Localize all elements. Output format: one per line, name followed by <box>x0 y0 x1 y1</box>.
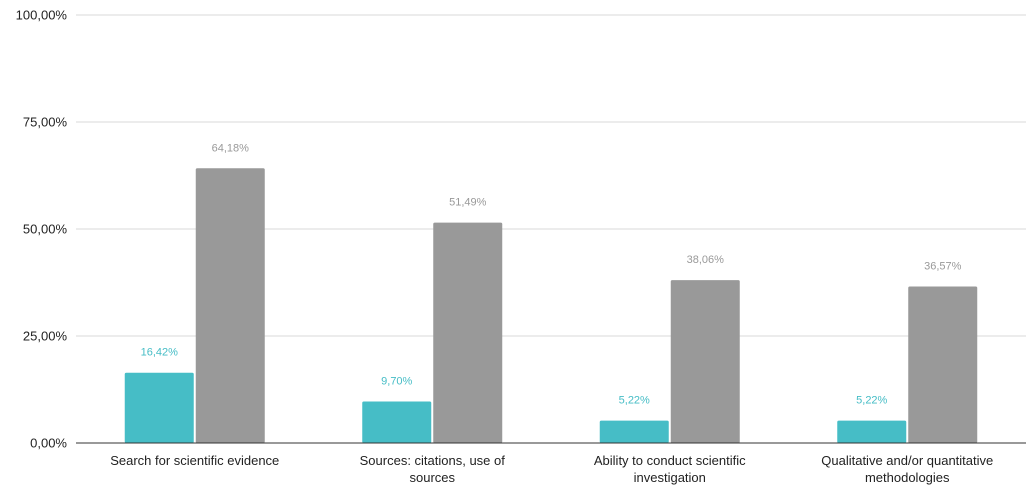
y-tick-label: 75,00% <box>23 115 68 130</box>
y-tick-label: 0,00% <box>30 436 67 451</box>
bar <box>195 168 265 443</box>
x-tick-label: methodologies <box>865 470 950 485</box>
data-label: 5,22% <box>856 395 887 407</box>
x-tick-label: Qualitative and/or quantitative <box>821 453 993 468</box>
bars <box>124 168 978 443</box>
x-tick-label: investigation <box>634 470 706 485</box>
bar <box>362 401 432 443</box>
x-tick-label: Ability to conduct scientific <box>594 453 746 468</box>
data-label: 9,70% <box>381 375 412 387</box>
data-label: 38,06% <box>687 254 725 266</box>
bar <box>433 222 503 443</box>
y-tick-label: 50,00% <box>23 222 68 237</box>
bar <box>837 420 907 443</box>
y-tick-label: 100,00% <box>16 8 68 23</box>
bar <box>124 372 194 443</box>
x-tick-label: sources <box>409 470 455 485</box>
data-label: 51,49% <box>449 197 487 209</box>
data-label: 64,18% <box>212 142 250 154</box>
data-label: 16,42% <box>141 347 179 359</box>
data-label: 36,57% <box>924 260 962 272</box>
x-axis: Search for scientific evidence Sources: c… <box>76 442 1026 485</box>
y-axis-tick-labels: 0,00% 25,00% 50,00% 75,00% 100,00% <box>16 8 68 451</box>
bar <box>599 420 669 443</box>
data-label: 5,22% <box>619 395 650 407</box>
x-tick-label: Sources: citations, use of <box>360 453 506 468</box>
bar <box>670 280 740 443</box>
data-labels: 16,42% 9,70% 5,22% 5,22% 64,18% 51,49% 38,06% 3… <box>141 142 962 406</box>
x-tick-label: Search for scientific evidence <box>110 453 279 468</box>
y-tick-label: 25,00% <box>23 329 68 344</box>
bar <box>908 286 978 443</box>
